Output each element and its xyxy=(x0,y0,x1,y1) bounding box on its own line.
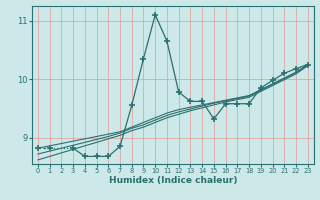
X-axis label: Humidex (Indice chaleur): Humidex (Indice chaleur) xyxy=(108,176,237,185)
